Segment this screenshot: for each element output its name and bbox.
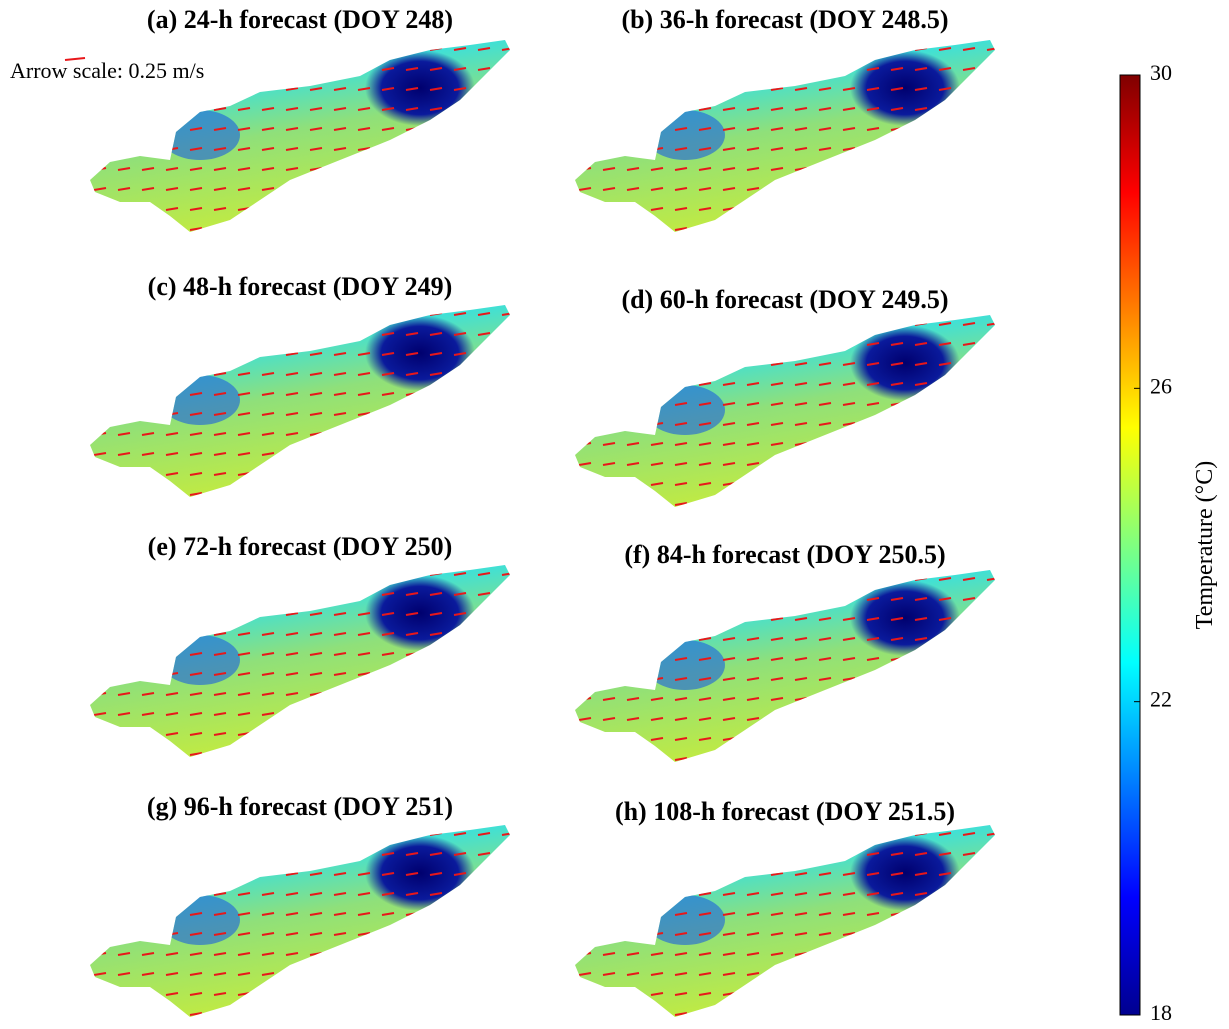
lake-map: [575, 825, 995, 1025]
colorbar: [1119, 74, 1141, 1016]
tick-label: 26: [1150, 373, 1172, 398]
tick-label: 30: [1150, 60, 1172, 85]
panel-title: (g) 96-h forecast (DOY 251): [147, 792, 453, 821]
arrow-scale-label: Arrow scale: 0.25 m/s: [10, 58, 204, 83]
lake-map: [575, 570, 995, 770]
tick-label: 18: [1150, 1000, 1172, 1025]
scale-arrow: [64, 57, 86, 61]
panel-title: (f) 84-h forecast (DOY 250.5): [624, 540, 945, 569]
panel-title: (e) 72-h forecast (DOY 250): [148, 532, 453, 561]
panel-title: (b) 36-h forecast (DOY 248.5): [621, 5, 948, 34]
panel-title: (a) 24-h forecast (DOY 248): [147, 5, 453, 34]
panel-title: (c) 48-h forecast (DOY 249): [148, 272, 453, 301]
colorbar-label: Temperature (°C): [1192, 461, 1218, 630]
tick-label: 22: [1150, 687, 1172, 712]
lake-map: [90, 305, 510, 505]
lake-map: [90, 825, 510, 1025]
panel-title: (h) 108-h forecast (DOY 251.5): [615, 797, 955, 826]
panel-title: (d) 60-h forecast (DOY 249.5): [621, 285, 948, 314]
lake-map: [575, 315, 995, 515]
lake-map: [90, 565, 510, 765]
lake-map: [575, 40, 995, 240]
